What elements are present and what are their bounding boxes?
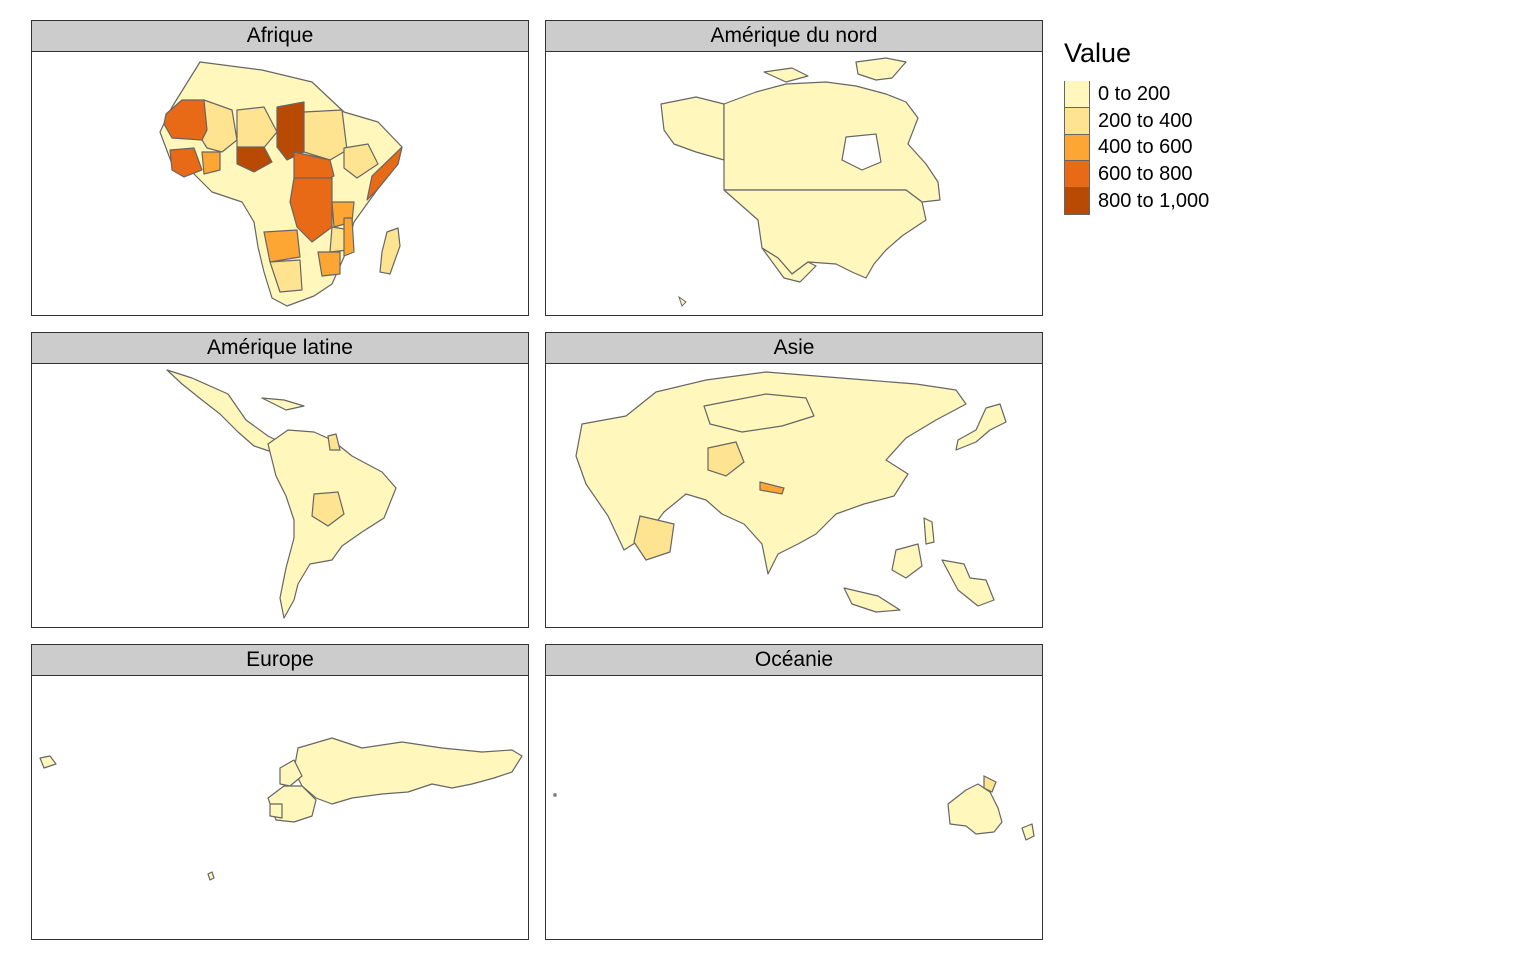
facet-title: Océanie (545, 644, 1043, 676)
legend-item: 600 to 800 (1064, 161, 1209, 189)
legend-swatch (1064, 161, 1090, 189)
map-frame (31, 364, 529, 628)
africa-map (159, 61, 403, 307)
legend-item: 800 to 1,000 (1064, 188, 1209, 215)
legend-item: 0 to 200 (1064, 81, 1209, 108)
legend-swatch (1064, 134, 1090, 162)
map-frame (545, 676, 1043, 940)
legend-label: 0 to 200 (1098, 82, 1171, 105)
facet-title: Europe (31, 644, 529, 676)
facet-panel-asie: Asie (545, 332, 1043, 628)
facet-title: Asie (545, 332, 1043, 364)
map-frame (545, 52, 1043, 316)
asia-map (575, 371, 1007, 613)
facet-panel-amerique-du-nord: Amérique du nord (545, 20, 1043, 316)
facet-panel-amerique-latine: Amérique latine (31, 332, 529, 628)
legend-label: 800 to 1,000 (1098, 190, 1210, 213)
legend-label: 600 to 800 (1098, 163, 1193, 186)
north-america-map (660, 57, 941, 307)
facet-panel-europe: Europe (31, 644, 529, 940)
facet-panel-afrique: Afrique (31, 20, 529, 316)
europe-map (39, 737, 523, 881)
legend-swatch (1064, 81, 1090, 108)
oceania-map (553, 775, 1035, 841)
map-legend: Value 0 to 200 200 to 400 400 to 600 600… (1064, 38, 1209, 215)
map-frame (31, 676, 529, 940)
legend-title: Value (1064, 38, 1132, 68)
legend-swatch (1064, 107, 1090, 135)
legend-swatch (1064, 188, 1090, 215)
legend-item: 400 to 600 (1064, 134, 1209, 162)
legend-label: 400 to 600 (1098, 136, 1193, 159)
facet-panel-oceanie: Océanie (545, 644, 1043, 940)
facet-title: Amérique latine (31, 332, 529, 364)
facet-title: Afrique (31, 20, 529, 52)
legend-label: 200 to 400 (1098, 109, 1193, 132)
facet-title: Amérique du nord (545, 20, 1043, 52)
legend-item: 200 to 400 (1064, 107, 1209, 135)
map-frame (31, 52, 529, 316)
map-frame (545, 364, 1043, 628)
latin-america-map (166, 369, 397, 619)
